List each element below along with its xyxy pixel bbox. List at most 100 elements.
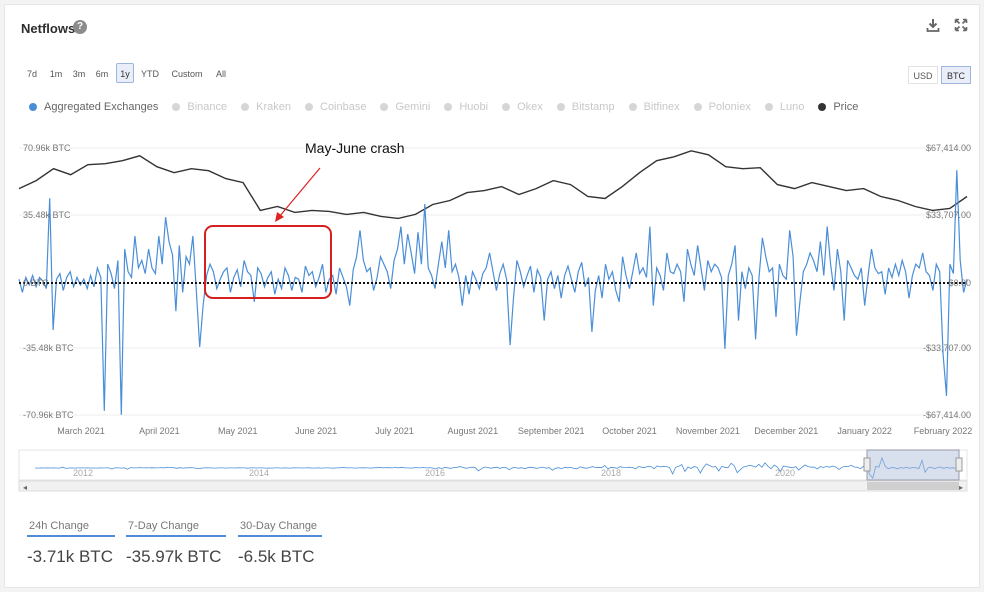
scroll-right-arrow[interactable]: ▸: [959, 483, 963, 492]
x-tick-label: March 2021: [57, 426, 105, 436]
expand-icon[interactable]: [951, 17, 971, 37]
x-tick-label: October 2021: [602, 426, 657, 436]
netflow-line: [18, 170, 968, 415]
legend-item-price[interactable]: Price: [818, 101, 858, 113]
right-tick-label: -$67,414.00: [923, 410, 971, 420]
x-tick-label: May 2021: [218, 426, 258, 436]
x-tick-label: December 2021: [754, 426, 818, 436]
navigator-year-label: 2020: [775, 468, 795, 478]
right-tick-label: $67,414.00: [926, 143, 971, 153]
range-7d-button[interactable]: 7d: [26, 69, 37, 79]
navigator-series: [34, 456, 960, 479]
legend-label: Luno: [779, 101, 805, 113]
legend-label: Huobi: [459, 101, 489, 113]
x-tick-label: April 2021: [139, 426, 180, 436]
legend-dot: [818, 103, 827, 111]
annotation-arrow: [278, 167, 321, 218]
x-tick-label: August 2021: [448, 426, 499, 436]
annotation-label: May-June crash: [305, 140, 405, 156]
legend-label: Gemini: [395, 101, 431, 113]
legend-dot: [380, 103, 389, 111]
navigator-handle-right[interactable]: [955, 457, 963, 472]
currency-btc-button[interactable]: BTC: [941, 66, 971, 84]
range-custom-button[interactable]: Custom: [171, 69, 203, 79]
page-title: Netflows: [21, 21, 76, 36]
legend-dot: [172, 103, 181, 111]
legend-label: Poloniex: [708, 101, 751, 113]
x-tick-label: February 2022: [914, 426, 973, 436]
x-tick-label: November 2021: [676, 426, 740, 436]
legend-dot: [305, 103, 313, 111]
range-1m-button[interactable]: 1m: [49, 69, 63, 79]
legend-label: Coinbase: [320, 101, 367, 113]
legend-item-bitstamp[interactable]: Bitstamp: [556, 101, 615, 113]
legend-item-luno[interactable]: Luno: [764, 101, 805, 113]
netflow-layer: [18, 170, 968, 415]
legend-item-binance[interactable]: Binance: [172, 101, 227, 113]
netflows-chart: 70.96k BTC 35.48k BTC 0 BTC -35.48k BTC -70.…: [18, 140, 973, 492]
left-tick-label: 0 BTC: [23, 278, 49, 288]
x-tick-label: January 2022: [837, 426, 892, 436]
legend-dot: [764, 103, 773, 111]
legend-item-okex[interactable]: Okex: [502, 101, 543, 113]
left-tick-label: 70.96k BTC: [23, 143, 71, 153]
range-6m-button[interactable]: 6m: [95, 69, 109, 79]
legend-item-coinbase[interactable]: Coinbase: [305, 101, 366, 113]
range-1y-button[interactable]: 1y: [116, 63, 134, 83]
stat-24h: 24h Change -3.71k BTC: [27, 517, 115, 567]
download-icon-graphic: [926, 19, 940, 32]
legend-dot: [241, 103, 250, 111]
navigator-selection[interactable]: [866, 449, 960, 481]
legend-dot: [556, 103, 565, 111]
download-icon[interactable]: [923, 17, 943, 37]
right-tick-label: $0.00: [948, 278, 971, 288]
annotation-arrowhead: [275, 212, 284, 222]
scroll-left-arrow[interactable]: ◂: [23, 483, 27, 492]
right-tick-label: $33,707.00: [926, 210, 971, 220]
left-axis-labels: 70.96k BTC 35.48k BTC 0 BTC -35.48k BTC -70.…: [23, 143, 74, 420]
range-3m-button[interactable]: 3m: [72, 69, 86, 79]
navigator-years: 2012 2014 2016 2018 2020: [73, 468, 795, 478]
scrollbar-thumb[interactable]: [867, 482, 959, 490]
legend-dot: [628, 103, 637, 111]
legend-label: Kraken: [256, 101, 291, 113]
legend-item-poloniex[interactable]: Poloniex: [693, 101, 751, 113]
legend-item-bitfinex[interactable]: Bitfinex: [628, 101, 680, 113]
left-tick-label: -70.96k BTC: [23, 410, 74, 420]
price-layer: [18, 150, 968, 220]
scrollbar-track[interactable]: [18, 480, 968, 492]
stat-label: 30-Day Change: [238, 517, 322, 537]
legend-label: Binance: [187, 101, 228, 113]
navigator[interactable]: [18, 449, 968, 481]
stat-value: -3.71k BTC: [27, 547, 113, 566]
legend-item-aggregated-exchanges[interactable]: Aggregated Exchanges: [29, 101, 158, 113]
stat-label: 24h Change: [27, 517, 115, 537]
legend-label: Price: [833, 101, 859, 113]
stat-30day: 30-Day Change -6.5k BTC: [238, 517, 322, 567]
stat-value: -6.5k BTC: [238, 547, 315, 566]
expand-icon-graphic: [954, 18, 968, 32]
right-axis-labels: $67,414.00 $33,707.00 $0.00 -$33,707.00 -$67…: [923, 143, 971, 420]
right-tick-label: -$33,707.00: [923, 343, 971, 353]
range-all-button[interactable]: All: [215, 69, 226, 79]
navigator-handle-left[interactable]: [863, 457, 871, 472]
stat-value: -35.97k BTC: [126, 547, 222, 566]
legend-item-gemini[interactable]: Gemini: [380, 101, 430, 113]
range-ytd-button[interactable]: YTD: [141, 69, 159, 79]
x-tick-label: September 2021: [518, 426, 585, 436]
legend-dot: [29, 103, 37, 111]
chart-legend: Aggregated Exchanges Binance Kraken Coin…: [29, 99, 872, 115]
legend-dot: [693, 103, 702, 111]
navigator-year-label: 2018: [601, 468, 621, 478]
navigator-line: [34, 456, 960, 479]
stat-label: 7-Day Change: [126, 517, 226, 537]
legend-label: Okex: [517, 101, 543, 113]
currency-usd-button[interactable]: USD: [908, 66, 938, 84]
legend-dot: [502, 103, 511, 111]
annotation-box: [204, 225, 332, 299]
legend-item-huobi[interactable]: Huobi: [444, 101, 488, 113]
legend-item-kraken[interactable]: Kraken: [241, 101, 291, 113]
help-icon[interactable]: ?: [73, 20, 87, 34]
x-tick-label: June 2021: [295, 426, 337, 436]
price-line: [18, 150, 968, 220]
